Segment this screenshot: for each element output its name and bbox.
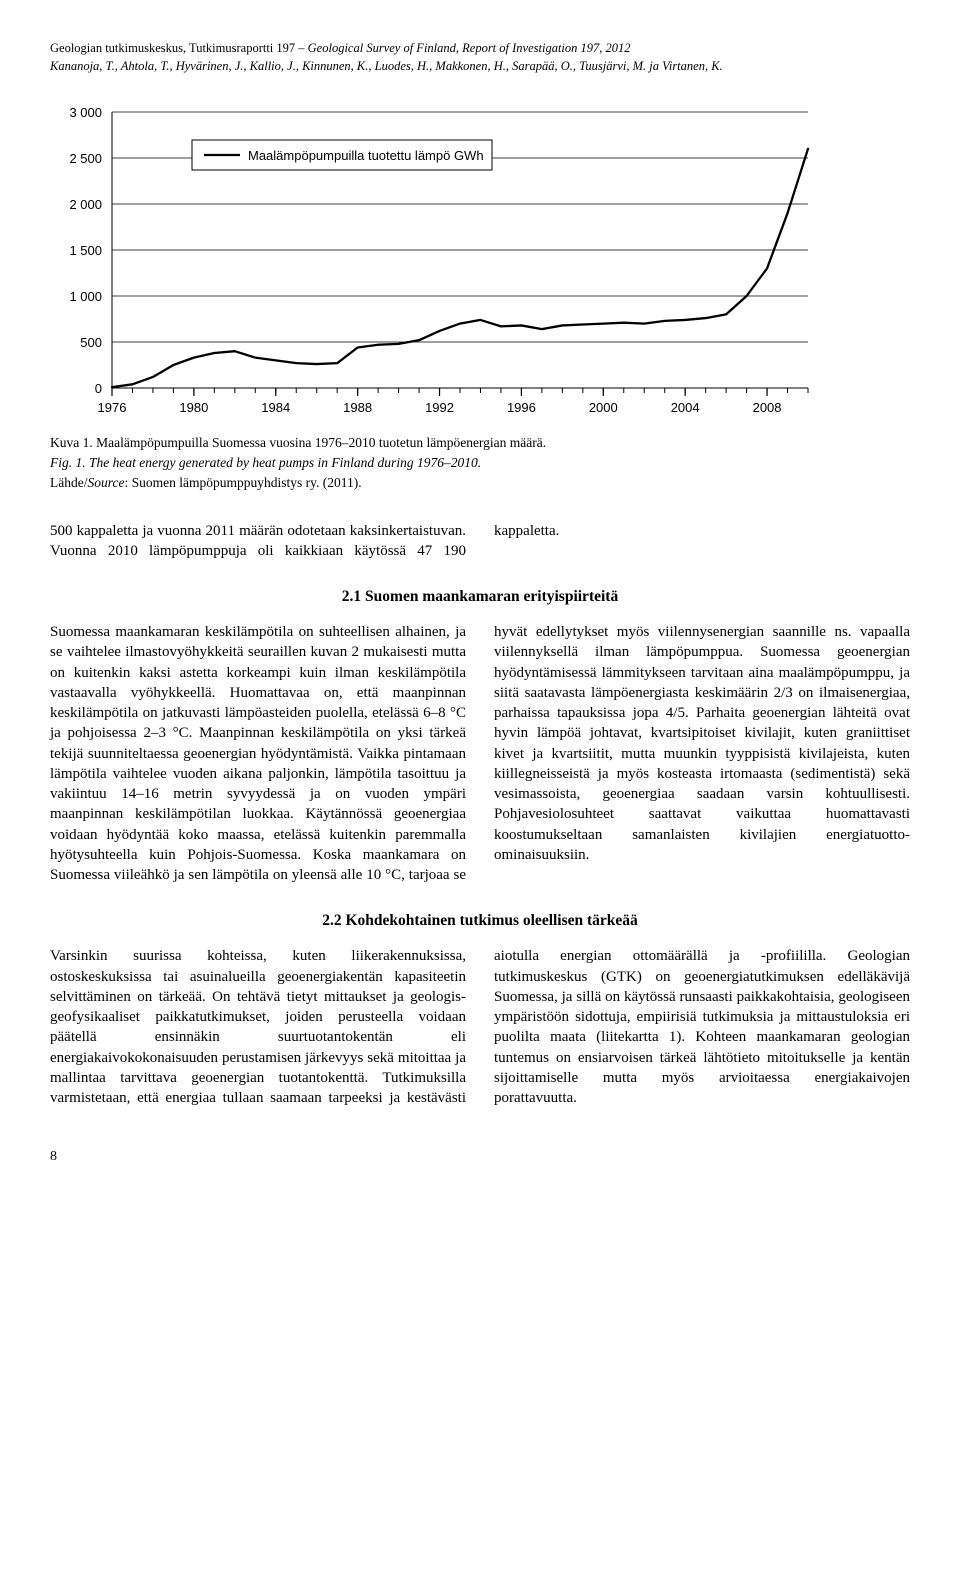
figure-1-chart: 0 500 1 000 1 500 2 000 2 500 3 000 1976 1980 198… — [50, 100, 910, 426]
svg-text:1984: 1984 — [261, 400, 290, 415]
heat-pump-line-chart: 0 500 1 000 1 500 2 000 2 500 3 000 1976 1980 198… — [50, 100, 820, 420]
svg-text:1988: 1988 — [343, 400, 372, 415]
svg-text:1976: 1976 — [98, 400, 127, 415]
figure-caption-en: Fig. 1. The heat energy generated by hea… — [50, 454, 910, 472]
page-number: 8 — [50, 1148, 910, 1167]
section-2-1-title: 2.1 Suomen maankamaran erityispiirteitä — [50, 587, 910, 608]
caption-src-italic: Source — [87, 475, 124, 490]
svg-text:Maalämpöpumpuilla tuotettu läm: Maalämpöpumpuilla tuotettu lämpö GWh — [248, 148, 484, 163]
svg-text:2000: 2000 — [589, 400, 618, 415]
svg-text:500: 500 — [80, 335, 102, 350]
svg-text:2 000: 2 000 — [69, 197, 102, 212]
header-italic: Geological Survey of Finland, Report of … — [308, 41, 631, 55]
figure-caption-fi: Kuva 1. Maalämpöpumpuilla Suomessa vuosi… — [50, 434, 910, 452]
section-2-1-body: Suomessa maankamaran keskilämpötila on s… — [50, 622, 910, 885]
figure-caption-source: Lähde/Source: Suomen lämpöpumppuyhdistys… — [50, 474, 910, 492]
svg-text:1980: 1980 — [179, 400, 208, 415]
report-header-line1: Geologian tutkimuskeskus, Tutkimusraport… — [50, 40, 910, 57]
caption-src-rest: : Suomen lämpöpumppuyhdistys ry. (2011). — [124, 475, 361, 490]
svg-text:1996: 1996 — [507, 400, 536, 415]
section-2-2-body: Varsinkin suurissa kohteissa, kuten liik… — [50, 946, 910, 1108]
caption-src-prefix: Lähde/ — [50, 475, 87, 490]
svg-text:1 000: 1 000 — [69, 289, 102, 304]
svg-text:0: 0 — [95, 381, 102, 396]
svg-text:1 500: 1 500 — [69, 243, 102, 258]
svg-text:3 000: 3 000 — [69, 105, 102, 120]
svg-text:1992: 1992 — [425, 400, 454, 415]
svg-text:2004: 2004 — [671, 400, 700, 415]
intro-paragraph: 500 kappaletta ja vuonna 2011 määrän odo… — [50, 521, 910, 562]
svg-text:2008: 2008 — [753, 400, 782, 415]
report-header-authors: Kananoja, T., Ahtola, T., Hyvärinen, J.,… — [50, 58, 910, 75]
header-plain: Geologian tutkimuskeskus, Tutkimusraport… — [50, 41, 308, 55]
section-2-2-title: 2.2 Kohdekohtainen tutkimus oleellisen t… — [50, 911, 910, 932]
svg-text:2 500: 2 500 — [69, 151, 102, 166]
